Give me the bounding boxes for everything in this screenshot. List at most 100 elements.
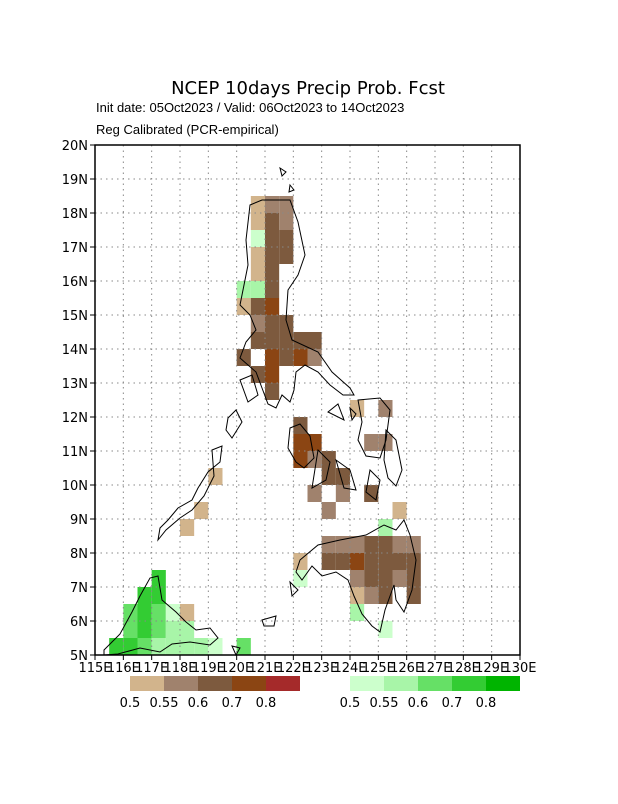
dry-legend-swatch [266,676,300,691]
x-tick-label: 123E [305,661,338,676]
dry-cell [293,349,308,366]
subtitle: Init date: 05Oct2023 / Valid: 06Oct2023 … [96,100,404,115]
dry-cell [265,349,280,366]
wet-cell [378,519,393,536]
wet-legend-swatch [418,676,452,691]
cells [109,196,421,655]
dry-cell [279,315,294,332]
dry-cell [350,570,365,587]
wet-cell [137,587,152,604]
dry-cell [293,434,308,451]
wet-cell [165,604,180,621]
dry-cell [350,400,365,417]
dry-cell [265,230,280,247]
dry-legend-swatch [232,676,266,691]
y-tick-label: 16N [62,275,88,290]
wet-cell [137,638,152,655]
dry-cell [250,213,265,230]
dry-cell [265,332,280,349]
dry-cell [350,587,365,604]
dry-cell [279,213,294,230]
y-tick-label: 18N [62,207,88,222]
y-tick-label: 12N [62,411,88,426]
x-tick-label: 124E [333,661,366,676]
wet-legend-label: 0.5 [340,696,361,711]
dry-cell [279,230,294,247]
dry-cell [236,349,251,366]
wet-cell [250,281,265,298]
wet-cell [250,230,265,247]
chart-title: NCEP 10days Precip Prob. Fcst [171,78,445,99]
dry-cell [364,553,379,570]
wet-cell [350,604,365,621]
dry-cell [265,315,280,332]
dry-cell [364,485,379,502]
dry-cell [364,570,379,587]
wet-cell [151,638,166,655]
dry-cell [406,587,421,604]
wet-cell [208,638,223,655]
x-tick-label: 117E [135,661,168,676]
y-tick-label: 19N [62,173,88,188]
grid [95,145,520,655]
dry-cell [307,349,322,366]
y-tick-label: 14N [62,343,88,358]
dry-cell [265,247,280,264]
dry-cell [335,553,350,570]
dry-legend-label: 0.55 [150,696,179,711]
dry-cell [265,383,280,400]
wet-legend-label: 0.6 [408,696,429,711]
note: Reg Calibrated (PCR-empirical) [96,122,279,137]
dry-cell [378,570,393,587]
wet-cell [151,604,166,621]
x-tick-label: 118E [163,661,196,676]
dry-cell [265,281,280,298]
dry-cell [392,570,407,587]
wet-cell [180,638,195,655]
legend: 0.5 0.55 0.6 0.7 0.8 0.5 0.55 0.6 0.7 0.8 [120,676,520,711]
y-tick-label: 8N [70,547,88,562]
wet-legend-swatch [452,676,486,691]
wet-cell [165,638,180,655]
dry-cell [335,485,350,502]
dry-cell [307,485,322,502]
wet-legend-label: 0.7 [442,696,463,711]
wet-cell [180,621,195,638]
wet-legend-label: 0.8 [476,696,497,711]
dry-cell [364,434,379,451]
dry-cell [279,349,294,366]
x-tick-label: 125E [362,661,395,676]
y-tick-label: 11N [62,445,88,460]
wet-legend-swatch [486,676,520,691]
dry-cell [392,553,407,570]
dry-cell [250,247,265,264]
x-tick-label: 130E [503,661,536,676]
dry-cell [293,332,308,349]
plot-frame [94,144,521,656]
dry-cell [378,536,393,553]
wet-cell [151,621,166,638]
x-tick-label: 127E [418,661,451,676]
dry-cell [250,264,265,281]
dry-cell [392,502,407,519]
x-tick-label: 129E [475,661,508,676]
dry-cell [350,553,365,570]
dry-cell [307,332,322,349]
x-tick-label: 116E [107,661,140,676]
dry-legend-label: 0.7 [222,696,243,711]
dry-cell [293,451,308,468]
dry-cell [180,519,195,536]
y-tick-label: 7N [70,581,88,596]
wet-cell [137,621,152,638]
y-tick-label: 13N [62,377,88,392]
y-tick-label: 20N [62,139,88,154]
dry-cell [321,468,336,485]
wet-legend-swatch [350,676,384,691]
dry-cell [406,536,421,553]
dry-cell [321,451,336,468]
x-tick-label: 115E [78,661,111,676]
dry-cell [364,587,379,604]
dry-cell [307,434,322,451]
axes: 115E116E117E118E119E120E121E122E123E124E… [62,139,537,676]
